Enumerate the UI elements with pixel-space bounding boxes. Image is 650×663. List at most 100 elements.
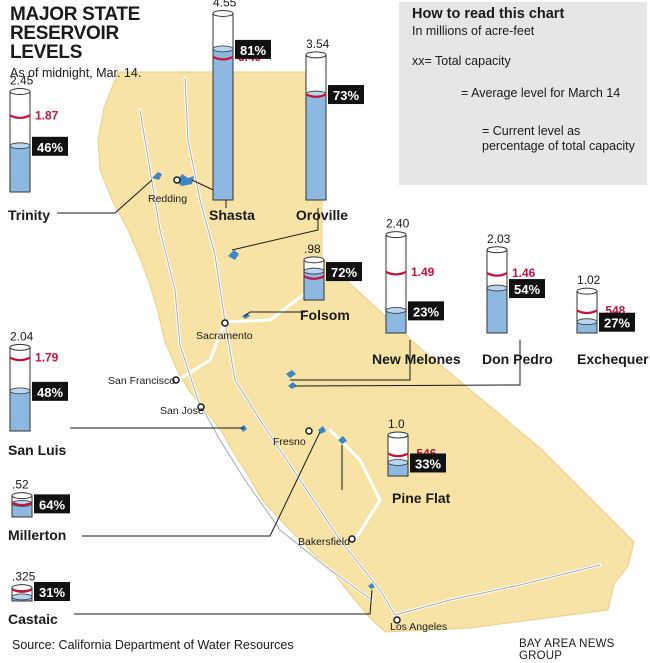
castaic-water-surface bbox=[11, 593, 33, 601]
city-markers bbox=[172, 176, 401, 624]
millerton-capacity-label: .52 bbox=[12, 478, 29, 492]
san-luis-capacity-label: 2.04 bbox=[10, 329, 34, 343]
pine-flat-cylinder-top bbox=[387, 431, 409, 439]
pine-flat-average-marker bbox=[387, 452, 409, 458]
folsom-name-label: Folsom bbox=[300, 307, 350, 323]
trinity-capacity-label: 2.45 bbox=[10, 74, 34, 88]
oroville-average-marker bbox=[305, 93, 327, 98]
lake-castaic bbox=[368, 583, 375, 589]
city-label-bakersfield: Bakersfield bbox=[298, 536, 350, 548]
folsom-capacity-label: .98 bbox=[304, 242, 321, 256]
city-label-san-jose: San Jose bbox=[160, 405, 204, 417]
san-luis-name-label: San Luis bbox=[8, 442, 67, 458]
folsom-current-level bbox=[303, 270, 325, 301]
city-dot-san-jose bbox=[197, 403, 205, 411]
title-line-2: RESERVOIR bbox=[10, 23, 119, 44]
reservoir-new-melones: 2.40 1.49 23% New Melones bbox=[372, 217, 461, 367]
lake-don-pedro bbox=[288, 382, 297, 389]
shasta-pct-label: 81% bbox=[240, 43, 266, 58]
shasta-water-surface bbox=[212, 45, 234, 53]
legend-box bbox=[399, 2, 647, 185]
reservoir-pine-flat: 1.0.54633%Pine Flat bbox=[387, 417, 451, 506]
chart-title: MAJOR STATE RESERVOIR LEVELS bbox=[10, 5, 210, 62]
trinity-name-label: Trinity bbox=[8, 207, 50, 223]
lake-oroville bbox=[228, 250, 239, 260]
oroville-name-label: Oroville bbox=[296, 207, 348, 223]
lake-shapes bbox=[152, 172, 375, 589]
highway-outline bbox=[139, 77, 601, 616]
millerton-pct-badge bbox=[34, 494, 70, 514]
city-label-redding: Redding bbox=[148, 193, 187, 205]
reservoir-shasta: 4.553.4981%Shasta bbox=[209, 0, 271, 223]
legend-average-level: = Average level for March 14 bbox=[461, 86, 621, 100]
trinity-water-surface bbox=[9, 142, 31, 150]
san-luis-cylinder-top bbox=[9, 343, 31, 351]
don-pedro-capacity-label: 2.03 bbox=[487, 232, 511, 246]
san-luis-water-surface bbox=[9, 387, 31, 395]
city-dot-san-francisco bbox=[172, 376, 180, 384]
trinity-average-marker bbox=[9, 114, 31, 119]
city-dot-los-angeles bbox=[393, 616, 401, 624]
exchequer-capacity-label: 1.02 bbox=[577, 273, 601, 287]
city-dot-bakersfield bbox=[348, 535, 356, 543]
legend-title: How to read this chart bbox=[412, 6, 565, 22]
exchequer-average-marker bbox=[576, 309, 598, 315]
shasta-average-marker bbox=[212, 55, 234, 61]
trinity-pct-badge bbox=[32, 136, 68, 156]
legend-current-level: = Current level as percentage of total c… bbox=[482, 124, 635, 153]
lake-shasta bbox=[176, 174, 194, 186]
pine-flat-name-label: Pine Flat bbox=[392, 490, 451, 506]
reservoir-folsom: .98.5872%Folsom bbox=[300, 242, 362, 323]
reservoir-millerton: .52.35264%Millerton bbox=[8, 478, 70, 543]
shasta-capacity-label: 4.55 bbox=[213, 0, 237, 9]
title-line-3: LEVELS bbox=[10, 42, 83, 63]
reservoir-oroville: 3.542.5873%Oroville bbox=[296, 37, 364, 223]
city-labels: Redding Sacramento San Francisco San Jos… bbox=[108, 193, 447, 633]
shasta-cylinder-top bbox=[212, 9, 234, 17]
city-label-sacramento: Sacramento bbox=[196, 330, 253, 342]
shasta-current-level bbox=[212, 48, 234, 201]
chart-subtitle: As of midnight, Mar. 14. bbox=[10, 66, 142, 80]
new-melones-capacity-label: 2.40 bbox=[386, 217, 410, 231]
source-note: Source: California Department of Water R… bbox=[12, 638, 294, 652]
san-luis-average-marker bbox=[9, 356, 31, 362]
new-melones-cylinder-top bbox=[385, 231, 407, 239]
shasta-pct-badge bbox=[235, 39, 271, 59]
new-melones-pct-label: 23% bbox=[413, 304, 439, 319]
don-pedro-average-marker bbox=[486, 272, 508, 277]
castaic-name-label: Castaic bbox=[8, 611, 58, 627]
lake-pine-flat bbox=[338, 436, 347, 444]
folsom-cylinder-top bbox=[303, 256, 325, 264]
don-pedro-average-label: 1.46 bbox=[512, 266, 536, 280]
san-luis-current-level bbox=[9, 390, 31, 432]
folsom-pct-label: 72% bbox=[331, 265, 357, 280]
millerton-cylinder-top bbox=[11, 492, 33, 500]
legend-total-capacity: xx= Total capacity bbox=[412, 54, 511, 68]
new-melones-name-label: New Melones bbox=[372, 351, 461, 367]
pine-flat-water-surface bbox=[387, 459, 409, 466]
exchequer-name-label: Exchequer bbox=[577, 351, 649, 367]
exchequer-pct-badge bbox=[599, 312, 635, 332]
folsom-pct-badge bbox=[326, 262, 362, 282]
oroville-pct-badge bbox=[328, 85, 364, 105]
don-pedro-name-label: Don Pedro bbox=[482, 351, 553, 367]
san-luis-average-label: 1.79 bbox=[35, 351, 59, 365]
oroville-pct-label: 73% bbox=[333, 88, 359, 103]
title-line-1: MAJOR STATE bbox=[10, 4, 141, 25]
reservoir-san-luis: 2.041.79 48% San Luis bbox=[8, 329, 68, 458]
oroville-capacity-label: 3.54 bbox=[306, 37, 330, 51]
reservoir-trinity: 2.45 1.87 46% Trinity bbox=[8, 74, 68, 223]
lake-folsom bbox=[242, 313, 250, 319]
shasta-name-label: Shasta bbox=[209, 207, 255, 223]
trinity-cylinder-top bbox=[9, 88, 31, 96]
castaic-pct-label: 31% bbox=[39, 585, 65, 600]
city-dot-redding bbox=[173, 176, 181, 184]
millerton-name-label: Millerton bbox=[8, 527, 66, 543]
exchequer-cylinder-top bbox=[576, 287, 598, 295]
city-label-san-francisco: San Francisco bbox=[108, 375, 175, 387]
new-melones-average-label: 1.49 bbox=[411, 265, 435, 279]
pine-flat-pct-badge bbox=[410, 453, 446, 473]
don-pedro-pct-label: 54% bbox=[514, 282, 540, 297]
city-dot-fresno bbox=[305, 427, 313, 435]
